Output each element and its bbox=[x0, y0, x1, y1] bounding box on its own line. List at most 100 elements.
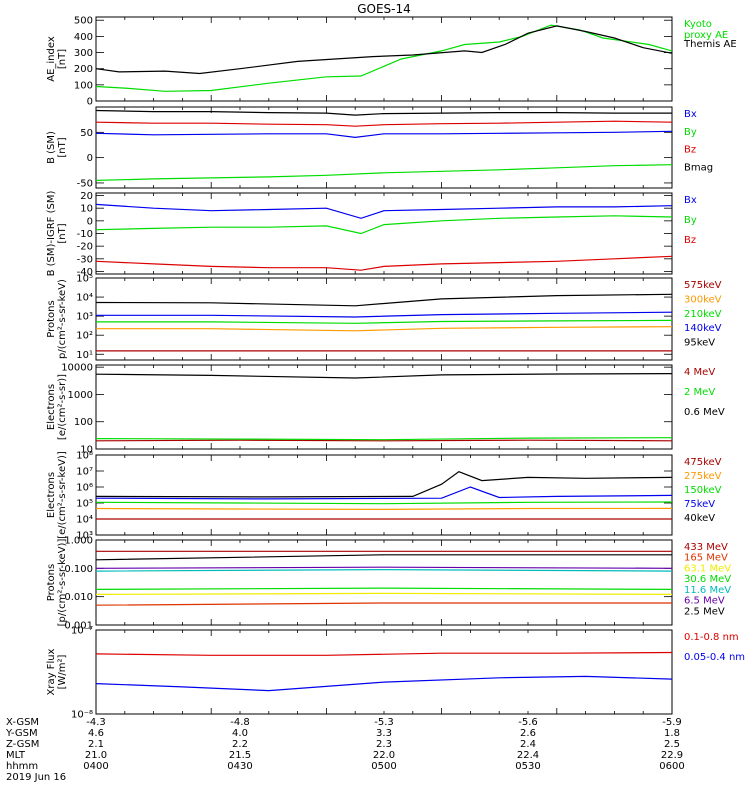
panel-frame bbox=[95, 454, 673, 536]
panel-frame bbox=[95, 16, 673, 102]
series-line-3 bbox=[95, 587, 673, 590]
series-line-0 bbox=[95, 439, 673, 442]
ephemeris-value: 2.3 bbox=[376, 739, 392, 750]
ephemeris-row: hhmm 0400 0430 0500 0530 0600 bbox=[0, 762, 750, 772]
ephemeris-row-label: X-GSM bbox=[6, 717, 40, 728]
legend-entry: Bx bbox=[684, 195, 697, 206]
legend-entry: 0.6 MeV bbox=[684, 407, 725, 418]
y-tick-label: 0.100 bbox=[64, 564, 93, 575]
y-tick-label: 0 bbox=[87, 153, 93, 164]
series-line-2 bbox=[96, 319, 673, 324]
y-tick-label: 20 bbox=[80, 191, 93, 202]
panel-frame bbox=[95, 539, 673, 626]
y-axis-label: Protons bbox=[46, 300, 57, 337]
y-tick-label: 10000 bbox=[61, 363, 93, 374]
series-line-4 bbox=[95, 568, 673, 572]
legend-entry: Kyoto bbox=[684, 19, 712, 30]
legend-entry: 75keV bbox=[684, 499, 715, 510]
legend-entry: 150keV bbox=[684, 485, 722, 496]
ephemeris-value: -5.3 bbox=[374, 717, 394, 728]
series-line-3 bbox=[96, 311, 673, 318]
ephemeris-value: 21.0 bbox=[84, 750, 108, 761]
y-tick-label: 10² bbox=[76, 331, 93, 342]
series-line-0 bbox=[95, 24, 673, 92]
legend-entry: proxy AE bbox=[684, 30, 728, 41]
series-line-1 bbox=[95, 215, 673, 235]
ephemeris-value: -4.8 bbox=[230, 717, 250, 728]
y-tick-label: 50 bbox=[80, 128, 93, 139]
ephemeris-row: Y-GSM 4.6 4.0 3.3 2.6 1.8 bbox=[0, 729, 750, 739]
panel-frame bbox=[95, 192, 673, 275]
ephemeris-value: 0500 bbox=[371, 761, 397, 772]
series-line-1 bbox=[95, 25, 673, 75]
y-tick-label: 1.000 bbox=[64, 536, 93, 547]
series-line-0 bbox=[95, 130, 673, 139]
series-line-0 bbox=[95, 203, 673, 219]
legend-entry: 2.5 MeV bbox=[684, 606, 725, 617]
panel-b-sm: -50 0 50 B (SM) [nT] Bx By Bz Bmag bbox=[46, 106, 713, 189]
legend-entry: 2 MeV bbox=[684, 387, 715, 398]
chart-title: GOES-14 bbox=[357, 2, 411, 16]
series-line-6 bbox=[95, 554, 672, 561]
y-axis-label: [e/(cm²-s-sr)] bbox=[57, 374, 68, 440]
legend-entry: Themis AE bbox=[683, 39, 737, 50]
ephemeris-value: -5.9 bbox=[662, 717, 682, 728]
legend-entry: Bz bbox=[684, 145, 696, 156]
legend-entry: By bbox=[684, 215, 697, 226]
ephemeris-value: 4.6 bbox=[88, 728, 104, 739]
series-line-1 bbox=[95, 507, 673, 511]
series-line-1 bbox=[95, 437, 673, 441]
y-axis-label: AE_index bbox=[46, 36, 57, 82]
ephemeris-value: -4.3 bbox=[86, 717, 106, 728]
legend-entry: 0.1-0.8 nm bbox=[684, 632, 739, 643]
series-line-1 bbox=[95, 602, 672, 606]
y-tick-label: 10 bbox=[80, 204, 93, 215]
ephemeris-value: 0600 bbox=[659, 761, 685, 772]
y-tick-label: 0 bbox=[87, 97, 93, 108]
ephemeris-row-label: Z-GSM bbox=[6, 739, 40, 750]
y-tick-label: 10⁵ bbox=[76, 274, 93, 285]
y-axis-label: Xray Flux bbox=[46, 648, 57, 695]
legend-entry: 40keV bbox=[684, 513, 715, 524]
ephemeris-value: -5.6 bbox=[518, 717, 538, 728]
ephemeris-value: 1.8 bbox=[664, 728, 680, 739]
y-tick-label: 10³ bbox=[76, 531, 93, 542]
series-line-3 bbox=[95, 109, 672, 116]
legend-entry: 275keV bbox=[684, 471, 722, 482]
ephemeris-value: 2.2 bbox=[232, 739, 248, 750]
panel-electrons-2: 10³ 10⁴ 10⁵ 10⁶ 10⁷ 10⁸ Electrons [e/(cm²-s-sr-… bbox=[46, 451, 722, 542]
legend-entry: 11.6 MeV bbox=[684, 585, 731, 596]
panel-b-sm-minus-igrf: -40 -30-20 -10 010 20 B (SM)-IGRF (SM) [nT] Bx B… bbox=[46, 191, 697, 278]
y-axis-label: [p/(cm²-s-sr-keV)] bbox=[57, 539, 68, 627]
y-tick-label: 10⁶ bbox=[76, 483, 93, 494]
y-axis-label: [nT] bbox=[57, 137, 68, 157]
footer-ephemeris: X-GSM -4.3 -4.8 -5.3 -5.6 -5.9 Y-GSM 4.6 4.0 3.3 2… bbox=[0, 716, 750, 800]
series-line-1 bbox=[95, 675, 673, 692]
y-tick-label: -30 bbox=[77, 254, 93, 265]
y-tick-label: 10⁸ bbox=[76, 451, 93, 462]
y-tick-label: -10 bbox=[77, 229, 93, 240]
legend-entry: 0.05-0.4 nm bbox=[684, 652, 745, 663]
panel-xray-flux: 10⁻⁸ 10⁻⁷ Xray Flux [W/m²] 0.1-0.8 nm 0.05-0.… bbox=[46, 626, 745, 721]
y-tick-label: 0.001 bbox=[64, 621, 93, 632]
y-axis-label: B (SM)-IGRF (SM) bbox=[46, 191, 57, 277]
legend-entry: Bz bbox=[684, 235, 696, 246]
legend-entry: By bbox=[684, 127, 697, 138]
panel-frame bbox=[95, 629, 673, 715]
series-line-2 bbox=[95, 501, 673, 505]
ephemeris-value: 2.1 bbox=[88, 739, 104, 750]
panel-protons-2: 0.001 0.010 0.100 1.000 Protons [p/(cm²-s-sr-… bbox=[46, 536, 731, 632]
y-tick-label: 10⁵ bbox=[76, 499, 93, 510]
y-tick-label: 10⁻⁸ bbox=[71, 710, 93, 721]
y-tick-label: 10⁴ bbox=[76, 515, 93, 526]
y-tick-label: -40 bbox=[77, 267, 93, 278]
series-line-1 bbox=[96, 326, 673, 332]
panel-electrons-1: 10 100 1000 10000 Electrons [e/(cm²-s-sr)] 4 M… bbox=[46, 363, 725, 456]
y-tick-label: 0 bbox=[87, 216, 93, 227]
panel-frame bbox=[95, 364, 673, 450]
series-line-2 bbox=[95, 373, 673, 379]
series-line-1 bbox=[95, 164, 673, 181]
y-axis-label: [e/(cm²-s-sr-keV)] bbox=[57, 451, 68, 539]
y-tick-label: -20 bbox=[77, 242, 93, 253]
